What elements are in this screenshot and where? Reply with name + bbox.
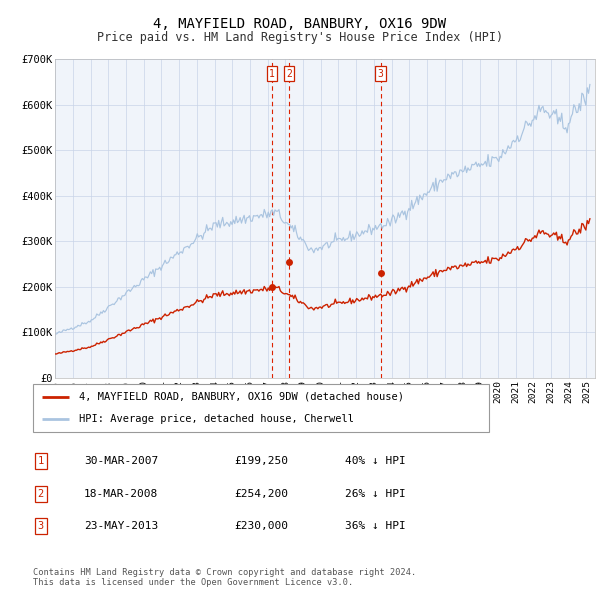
Text: Contains HM Land Registry data © Crown copyright and database right 2024.
This d: Contains HM Land Registry data © Crown c… [33, 568, 416, 587]
Text: 3: 3 [38, 522, 44, 531]
Text: £230,000: £230,000 [234, 522, 288, 531]
Text: 18-MAR-2008: 18-MAR-2008 [84, 489, 158, 499]
Text: 40% ↓ HPI: 40% ↓ HPI [345, 457, 406, 466]
Text: 2: 2 [38, 489, 44, 499]
Text: 4, MAYFIELD ROAD, BANBURY, OX16 9DW: 4, MAYFIELD ROAD, BANBURY, OX16 9DW [154, 17, 446, 31]
Text: 36% ↓ HPI: 36% ↓ HPI [345, 522, 406, 531]
Text: £199,250: £199,250 [234, 457, 288, 466]
Text: 4, MAYFIELD ROAD, BANBURY, OX16 9DW (detached house): 4, MAYFIELD ROAD, BANBURY, OX16 9DW (det… [79, 392, 404, 402]
Text: 30-MAR-2007: 30-MAR-2007 [84, 457, 158, 466]
Text: 26% ↓ HPI: 26% ↓ HPI [345, 489, 406, 499]
Text: 3: 3 [378, 68, 384, 78]
Text: 1: 1 [269, 68, 275, 78]
Text: 23-MAY-2013: 23-MAY-2013 [84, 522, 158, 531]
Text: 2: 2 [286, 68, 292, 78]
Text: £254,200: £254,200 [234, 489, 288, 499]
Text: Price paid vs. HM Land Registry's House Price Index (HPI): Price paid vs. HM Land Registry's House … [97, 31, 503, 44]
Text: 1: 1 [38, 457, 44, 466]
Text: HPI: Average price, detached house, Cherwell: HPI: Average price, detached house, Cher… [79, 414, 353, 424]
